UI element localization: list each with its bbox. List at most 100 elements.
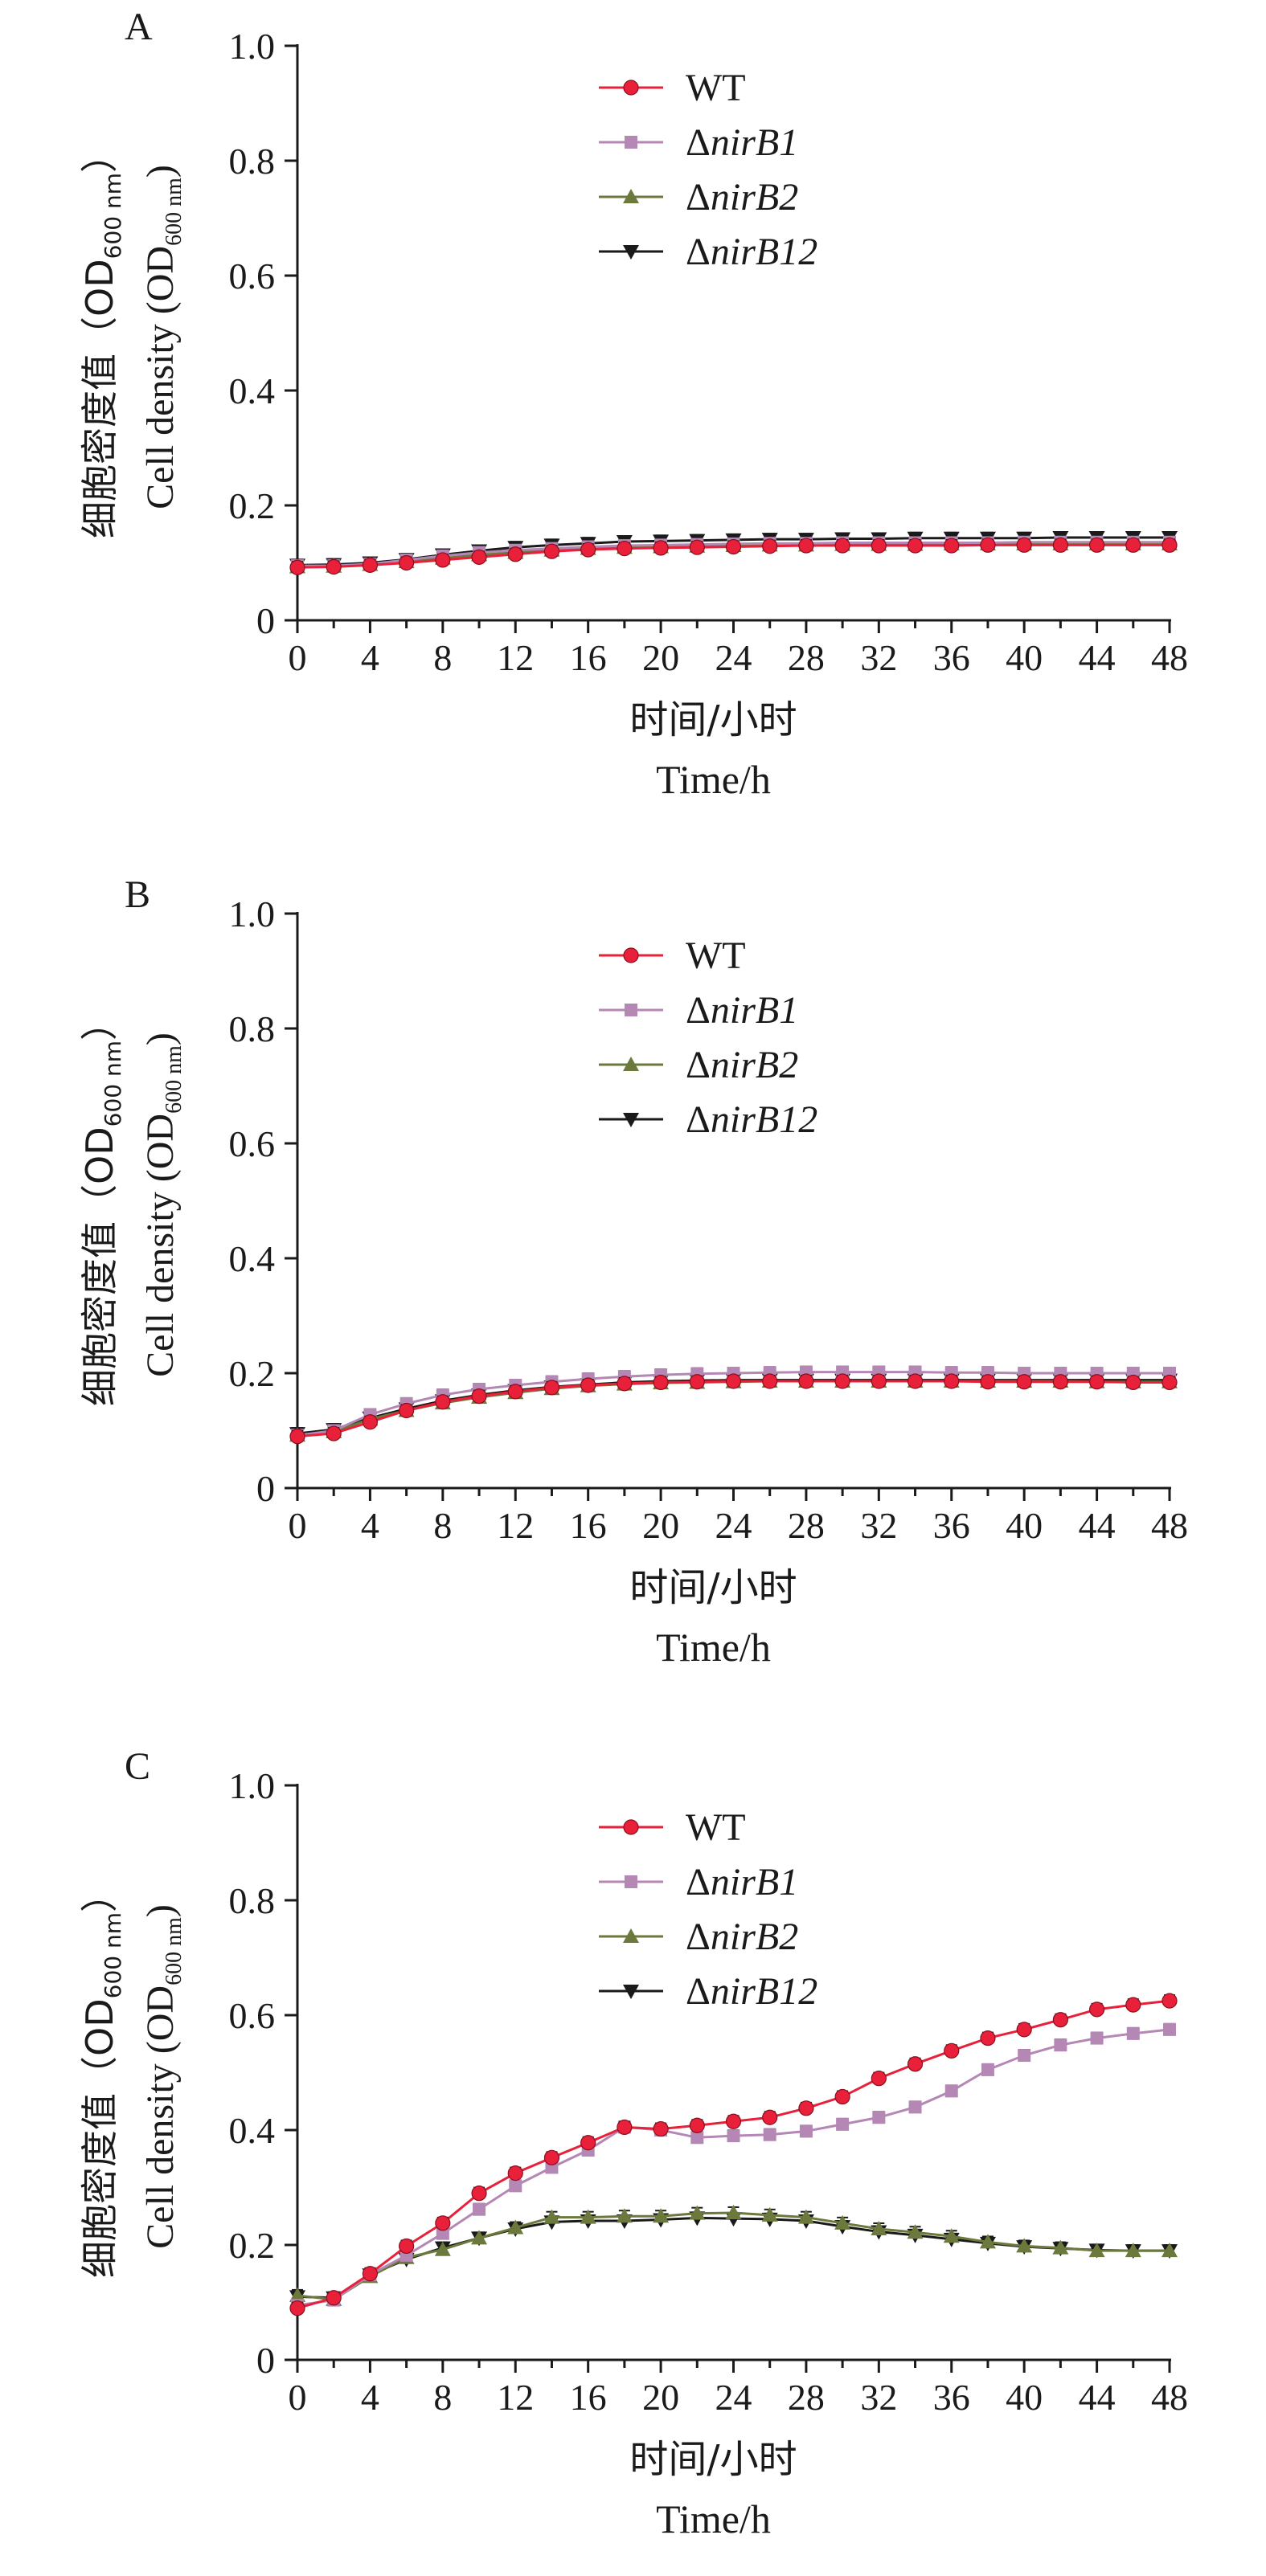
x-tick-label: 8	[433, 637, 452, 678]
y-label-en-sub: 600 nm	[162, 178, 186, 246]
data-point	[980, 2030, 996, 2046]
legend-name: WT	[686, 67, 746, 109]
data-point	[725, 1373, 742, 1389]
y-tick-label: 1.0	[229, 26, 276, 67]
x-axis-label-cn: 时间/小时	[629, 1565, 797, 1610]
data-point	[761, 2206, 778, 2222]
x-tick-label: 48	[1151, 637, 1188, 678]
data-point	[543, 1380, 560, 1396]
legend-label: ΔnirB2	[686, 1044, 798, 1086]
data-point	[435, 1394, 451, 1410]
legend-label: WT	[686, 1806, 746, 1849]
x-axis-label-en: Time/h	[656, 757, 771, 802]
data-point	[289, 2287, 305, 2302]
data-point	[617, 541, 633, 557]
legend-marker	[625, 136, 637, 149]
data-point	[981, 2063, 994, 2076]
data-point	[871, 538, 887, 554]
data-point	[362, 557, 379, 573]
data-point	[653, 2120, 669, 2137]
x-tick-label: 44	[1079, 637, 1116, 678]
legend-name: nirB12	[711, 231, 817, 273]
y-label-en-close: )	[139, 1904, 182, 1917]
y-label-en-main: Cell density (OD	[139, 1985, 182, 2249]
y-label-cn-close: ）	[78, 1004, 121, 1041]
data-point	[580, 1377, 596, 1393]
data-point	[1125, 1374, 1141, 1391]
y-label-en-sub: 600 nm	[162, 1917, 186, 1985]
data-point	[944, 2042, 960, 2059]
data-point	[871, 2220, 887, 2235]
data-point	[871, 2071, 887, 2087]
data-point	[725, 538, 742, 555]
data-point	[473, 2202, 486, 2216]
x-tick-label: 40	[1006, 1505, 1043, 1546]
series-line	[297, 2216, 1170, 2300]
legend-name: nirB1	[711, 989, 798, 1032]
data-point	[836, 2117, 850, 2131]
data-point	[289, 1429, 305, 1445]
y-axis-label-en: Cell density (OD600 nm)	[139, 1032, 186, 1377]
data-point	[1125, 1997, 1141, 2013]
x-tick-label: 40	[1006, 637, 1043, 678]
legend-item-nirb12: ΔnirB12	[599, 1970, 817, 2013]
legend-label: WT	[686, 67, 746, 109]
x-tick-label: 20	[642, 2377, 679, 2418]
y-tick-label: 0.2	[229, 485, 276, 526]
legend: WT ΔnirB1 ΔnirB2 ΔnirB12	[599, 67, 817, 273]
data-point	[1018, 2049, 1031, 2063]
data-point	[763, 2128, 776, 2141]
data-point	[1125, 2243, 1141, 2258]
data-point	[617, 1376, 633, 1392]
chart-panel-c: C00.20.40.60.81.00 4 8 12 16 20 24 28 32 36 40 44 48…	[78, 1745, 1188, 2541]
y-tick-label: 0.6	[229, 256, 276, 296]
data-point	[908, 2100, 922, 2114]
legend-marker	[623, 80, 639, 96]
data-point	[326, 2290, 342, 2306]
legend-name: nirB2	[711, 1044, 798, 1086]
legend-name: nirB1	[711, 121, 798, 164]
data-point	[1016, 537, 1032, 553]
data-point	[1090, 2031, 1104, 2045]
data-point	[507, 2165, 523, 2181]
y-tick-label: 0.8	[229, 1008, 276, 1049]
legend-item-wt: WT	[599, 1806, 746, 1849]
x-tick-label: 12	[497, 637, 534, 678]
data-point	[762, 2109, 778, 2125]
data-point	[762, 1373, 778, 1389]
legend-marker	[623, 1928, 639, 1943]
data-point	[689, 539, 705, 555]
legend-item-wt: WT	[599, 67, 746, 109]
legend-label: ΔnirB1	[686, 121, 798, 164]
data-point	[1125, 537, 1141, 553]
series-wt	[289, 1373, 1178, 1445]
legend-marker	[623, 1819, 639, 1835]
data-point	[944, 1373, 960, 1389]
chart-panel-a: A00.20.40.60.81.00 4 8 12 16 20 24 28 32 36 40 44 48…	[78, 6, 1188, 802]
legend-name: nirB12	[711, 1098, 817, 1141]
legend-delta: Δ	[686, 1098, 711, 1141]
y-label-en-main: Cell density (OD	[139, 246, 182, 509]
data-point	[1162, 2243, 1178, 2258]
legend-item-nirb12: ΔnirB12	[599, 231, 817, 273]
y-tick-label: 0.4	[229, 2110, 276, 2151]
data-point	[1162, 1993, 1178, 2009]
x-tick-label: 24	[715, 2377, 752, 2418]
x-axis-label-en: Time/h	[656, 1625, 771, 1670]
y-tick-label: 0	[256, 2340, 275, 2381]
data-point	[943, 2228, 960, 2243]
data-point	[834, 1373, 850, 1389]
data-point	[580, 2135, 596, 2151]
data-point	[797, 2209, 814, 2224]
legend-delta: Δ	[686, 1970, 711, 2013]
data-point	[762, 538, 778, 554]
data-point	[436, 2226, 449, 2240]
data-point	[834, 2214, 851, 2230]
data-point	[399, 2238, 415, 2255]
legend-marker	[623, 947, 639, 963]
series-wt	[289, 537, 1178, 575]
legend-label: ΔnirB2	[686, 176, 798, 219]
data-point	[689, 1374, 705, 1390]
